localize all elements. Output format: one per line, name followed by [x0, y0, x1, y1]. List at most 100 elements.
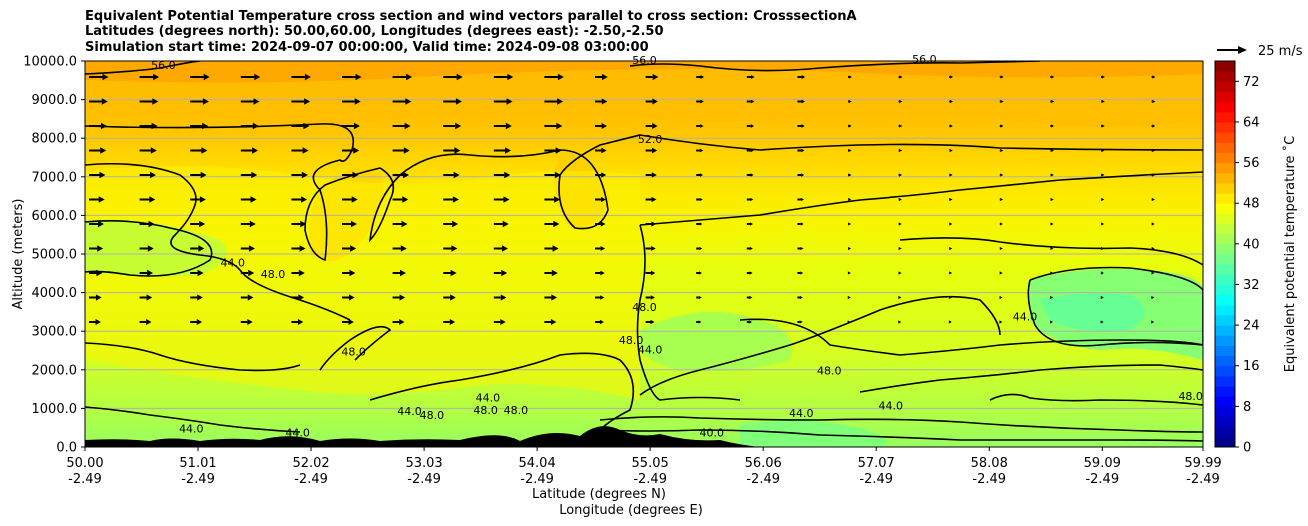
wind-vector-118 — [493, 196, 510, 203]
wind-vector-212 — [797, 295, 803, 300]
wind-vector-127 — [949, 197, 953, 202]
contour-48-center — [319, 325, 392, 371]
chart-title-line-2: Latitudes (degrees north): 50.00,60.00, … — [85, 24, 664, 39]
wind-vector-194 — [999, 271, 1003, 275]
wind-vector-179 — [240, 269, 255, 277]
wind-vector-224 — [291, 319, 304, 325]
contour-label-5: 48.0 — [261, 268, 286, 281]
wind-vector-143 — [645, 221, 657, 227]
wind-vector-200 — [190, 294, 203, 301]
contour-label-13: 48.0 — [1178, 390, 1203, 403]
contour-label-11: 44.0 — [879, 399, 904, 412]
wind-vector-67 — [139, 147, 157, 154]
wind-vector-160 — [392, 245, 407, 252]
wind-vector-55 — [645, 123, 658, 129]
wind-vector-108 — [1101, 173, 1105, 177]
contour-label-18: 48.0 — [420, 409, 445, 422]
wind-vector-175 — [1151, 246, 1155, 251]
wind-vector-8 — [493, 73, 514, 81]
wind-vector-213 — [847, 295, 851, 300]
colorbar-label: Equivalent potential temperature ˚C — [1282, 136, 1298, 372]
wind-vector-120 — [595, 196, 606, 203]
wind-vector-105 — [949, 173, 953, 177]
contour-44-left-2 — [85, 406, 301, 433]
contour-label-3: 52.0 — [638, 133, 663, 146]
wind-vector-117 — [443, 196, 459, 203]
colorbar-band-10 — [1215, 335, 1235, 346]
colorbar-tick-label-3: 24 — [1243, 319, 1260, 334]
contour-label-0: 56.0 — [151, 59, 176, 72]
contour-lines — [85, 61, 1203, 442]
wind-vector-19 — [1050, 75, 1055, 79]
colorbar-frame — [1214, 60, 1236, 448]
x-tick-lon-3: -2.49 — [407, 472, 441, 487]
wind-vector-69 — [240, 147, 259, 154]
contour-52-upper — [85, 123, 1203, 262]
wind-vector-30 — [493, 98, 513, 105]
wind-vector-137 — [342, 220, 357, 228]
wind-vector-35 — [746, 99, 755, 104]
wind-vector-42 — [1101, 99, 1105, 104]
wind-vector-132 — [89, 220, 104, 228]
wind-vector-239 — [1050, 320, 1054, 324]
wind-vector-10 — [595, 73, 608, 81]
wind-vector-97 — [544, 171, 561, 179]
wind-vector-24 — [190, 98, 209, 105]
wind-vector-227 — [443, 319, 456, 325]
wind-vector-173 — [1050, 246, 1054, 251]
wind-vector-80 — [797, 148, 805, 153]
wind-vector-233 — [746, 320, 753, 324]
wind-vector-44 — [89, 122, 107, 130]
colorbar-band-11 — [1215, 325, 1235, 336]
y-tick-label-4: 4000.0 — [32, 286, 78, 301]
colorbar-band-5 — [1215, 386, 1235, 397]
wind-vector-221 — [139, 319, 152, 325]
wind-vector-50 — [392, 122, 411, 130]
wind-vector-142 — [595, 221, 606, 227]
wind-vector-236 — [898, 320, 902, 324]
colorbar-band-24 — [1215, 193, 1235, 204]
x-tick-lon-4: -2.49 — [520, 472, 554, 487]
wind-vector-82 — [898, 148, 903, 153]
wind-vector-114 — [291, 196, 308, 203]
colorbar-band-26 — [1215, 172, 1235, 184]
wind-vector-140 — [493, 220, 509, 228]
wind-vector-99 — [645, 172, 657, 178]
wind-vector-225 — [342, 319, 354, 325]
wind-vector-159 — [342, 245, 357, 252]
colorbar-band-22 — [1215, 213, 1235, 225]
colorbar-band-3 — [1215, 406, 1235, 418]
wind-vector-109 — [1151, 173, 1156, 177]
wind-vector-70 — [291, 147, 309, 154]
wind-vector-86 — [1101, 148, 1105, 153]
colorbar-band-30 — [1215, 132, 1235, 143]
wind-vector-182 — [392, 269, 407, 277]
y-tick-label-9: 9000.0 — [32, 93, 78, 108]
wind-vector-1 — [139, 73, 160, 81]
wind-vector-196 — [1100, 271, 1104, 275]
wind-vector-145 — [746, 222, 754, 226]
wind-vector-22 — [89, 98, 108, 105]
contour-label-15: 48.0 — [473, 404, 498, 417]
wind-vector-40 — [999, 99, 1004, 104]
wind-vector-41 — [1050, 99, 1055, 104]
wind-vector-206 — [493, 294, 507, 301]
wind-vector-165 — [645, 246, 656, 251]
x-tick-lon-8: -2.49 — [972, 472, 1006, 487]
wind-vector-87 — [1151, 148, 1156, 153]
contour-56-top — [85, 61, 201, 75]
wind-vector-119 — [544, 196, 561, 203]
wind-vector-96 — [493, 171, 511, 179]
colorbar-band-29 — [1215, 142, 1235, 153]
wind-vector-208 — [595, 295, 605, 300]
colorbar-tick-label-9: 72 — [1243, 75, 1260, 90]
y-tick-label-3: 3000.0 — [32, 325, 78, 340]
wind-vector-17 — [949, 75, 954, 79]
wind-vector-214 — [898, 295, 902, 300]
colorbar-band-8 — [1215, 355, 1235, 367]
wind-vector-34 — [696, 99, 704, 104]
wind-vector-33 — [645, 98, 658, 105]
wind-vector-176 — [89, 269, 103, 277]
x-tick-lat-8: 58.08 — [971, 456, 1008, 471]
wind-vector-162 — [493, 245, 508, 252]
